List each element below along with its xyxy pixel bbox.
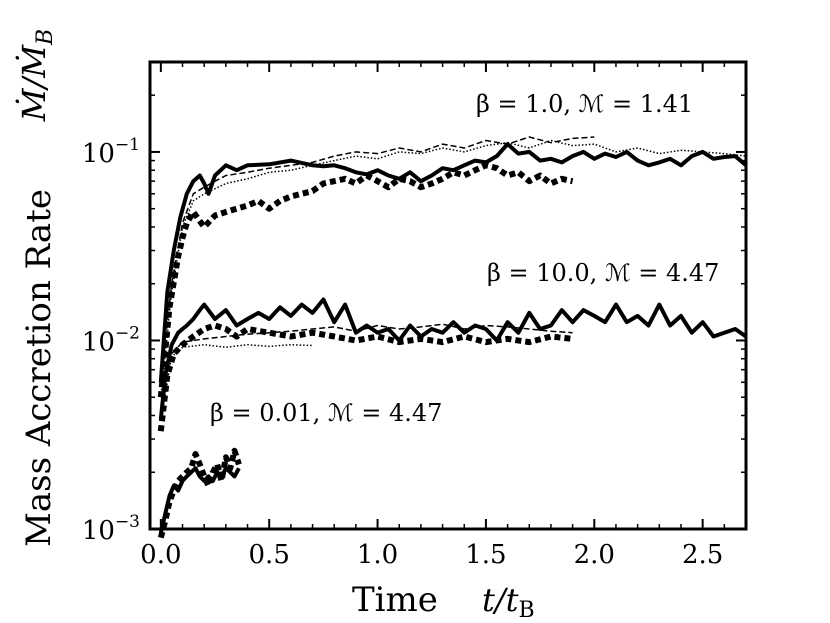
x-tick-label-1: 0.5 (249, 540, 290, 570)
x-tick-label-4: 2.0 (574, 540, 615, 570)
series-layer (157, 136, 748, 539)
x-axis-unit-main: t/t (482, 581, 519, 619)
plot-frame (148, 60, 748, 531)
annotation-beta-001: β = 0.01, ℳ = 4.47 (210, 399, 442, 427)
series-beta001-dotted (157, 447, 242, 539)
series-beta10-dotted (157, 322, 573, 432)
x-axis-unit-sub: B (519, 598, 535, 623)
series-beta001-solid (158, 466, 241, 534)
y-axis-unit: Ṁ/ṀB (15, 29, 58, 122)
series-beta1-solid (158, 142, 748, 383)
annotation-beta-10: β = 10.0, ℳ = 4.47 (487, 259, 719, 287)
annotation-beta-1: β = 1.0, ℳ = 1.41 (476, 90, 693, 118)
y-axis-title: Mass Accretion Rate (19, 189, 59, 547)
series-beta1-dashed (160, 136, 595, 383)
y-axis-unit-sub: B (33, 29, 58, 46)
series-beta10-solid (158, 297, 748, 420)
x-tick-label-2: 1.0 (357, 540, 398, 570)
y-tick-label-1: 10−2 (82, 323, 140, 357)
x-tick-label-5: 2.5 (682, 540, 723, 570)
y-axis-unit-main: Ṁ/Ṁ (15, 44, 53, 123)
x-axis-title: Time (352, 580, 438, 620)
series-beta10-dashdot (160, 343, 313, 420)
x-tick-label-0: 0.0 (140, 540, 181, 570)
x-axis-unit: t/tB (482, 581, 535, 623)
ticks-layer: 0.0 0.5 1.0 1.5 2.0 2.5 10−3 10−2 10−1 (82, 62, 746, 570)
y-tick-label-0: 10−3 (82, 512, 140, 546)
x-tick-label-3: 1.5 (465, 540, 506, 570)
y-tick-label-2: 10−1 (82, 135, 140, 169)
